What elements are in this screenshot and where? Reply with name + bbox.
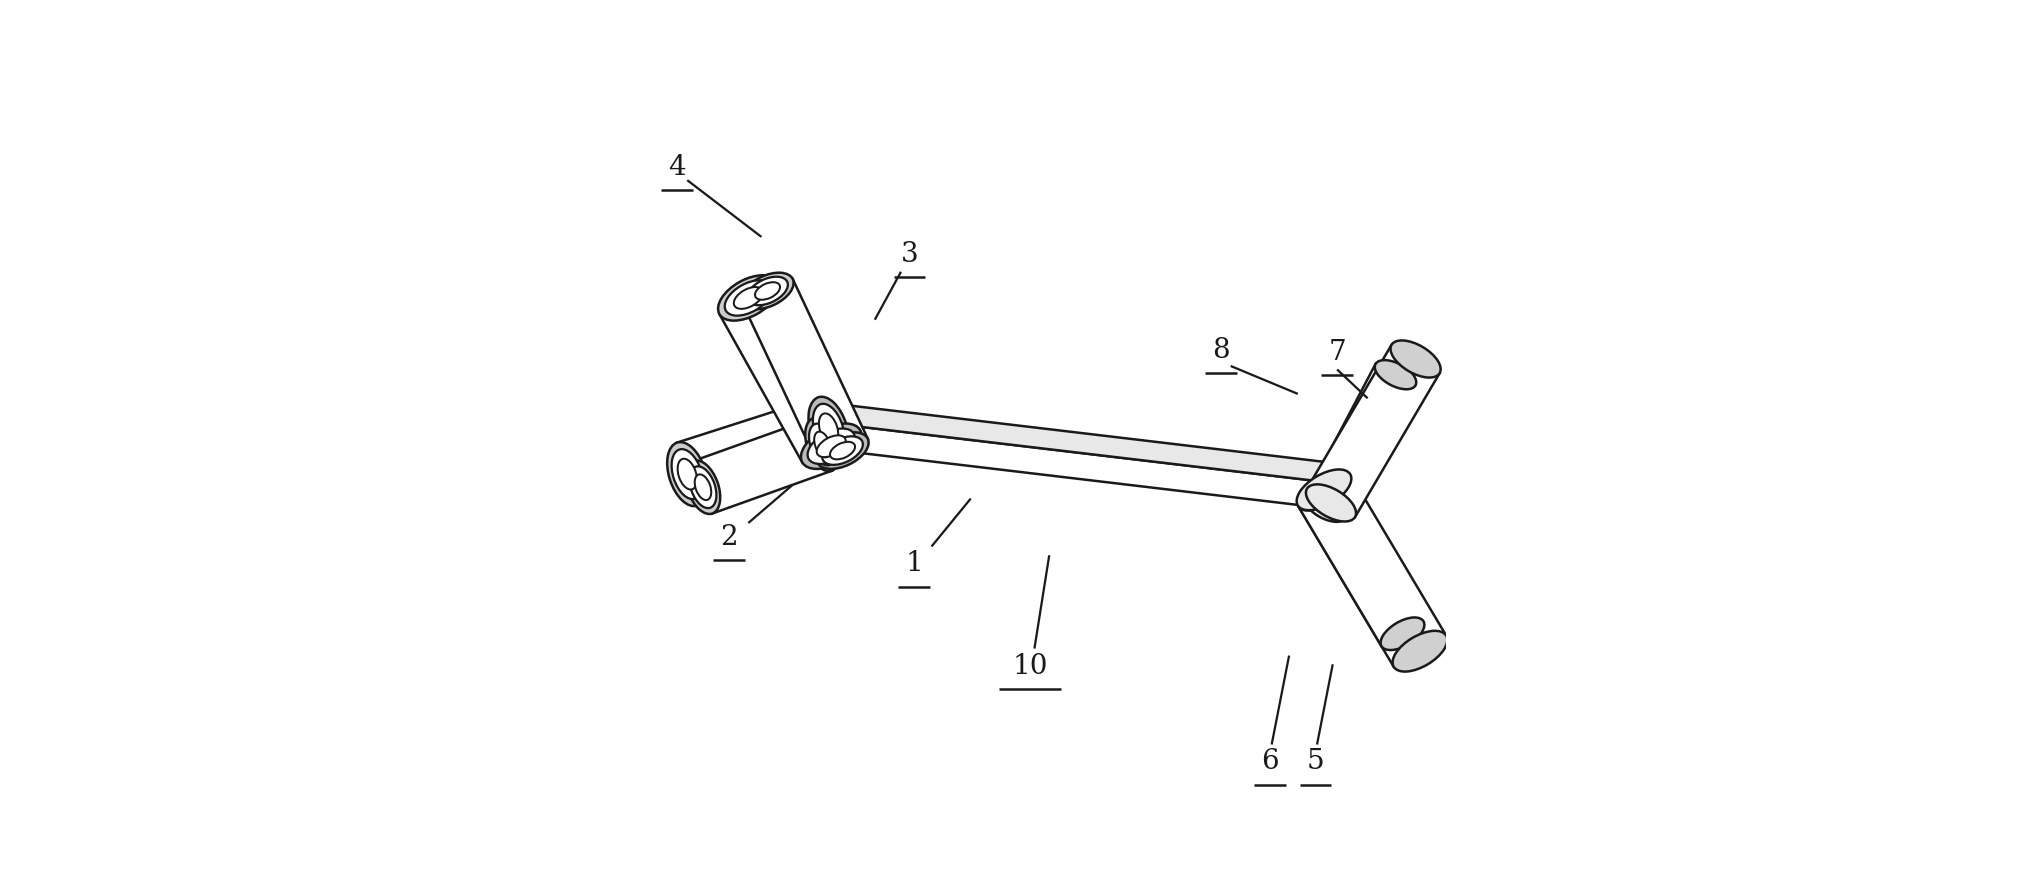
Ellipse shape — [717, 276, 778, 320]
Ellipse shape — [814, 431, 830, 458]
Text: 6: 6 — [1260, 748, 1279, 775]
Ellipse shape — [830, 442, 854, 459]
Ellipse shape — [741, 273, 794, 309]
Polygon shape — [818, 424, 846, 452]
Ellipse shape — [733, 287, 764, 309]
Ellipse shape — [725, 280, 772, 316]
Polygon shape — [719, 282, 861, 462]
Polygon shape — [677, 397, 838, 506]
Polygon shape — [1305, 481, 1347, 520]
Ellipse shape — [677, 458, 697, 489]
Polygon shape — [1305, 364, 1416, 518]
Text: 8: 8 — [1212, 337, 1230, 364]
Ellipse shape — [1390, 340, 1440, 378]
Ellipse shape — [671, 449, 703, 499]
Ellipse shape — [1297, 478, 1341, 510]
Text: 10: 10 — [1012, 653, 1048, 680]
Ellipse shape — [689, 466, 717, 508]
Text: 2: 2 — [721, 524, 737, 551]
Ellipse shape — [810, 424, 836, 466]
Ellipse shape — [1305, 493, 1347, 522]
Ellipse shape — [822, 437, 863, 465]
Ellipse shape — [1380, 618, 1424, 650]
Ellipse shape — [808, 429, 854, 464]
Ellipse shape — [747, 276, 788, 305]
Ellipse shape — [816, 432, 869, 469]
Ellipse shape — [695, 474, 711, 500]
Ellipse shape — [800, 424, 861, 469]
Ellipse shape — [1376, 360, 1416, 389]
Ellipse shape — [755, 283, 780, 300]
Ellipse shape — [1392, 631, 1446, 672]
Ellipse shape — [806, 417, 840, 472]
Polygon shape — [741, 279, 869, 463]
Text: 3: 3 — [901, 241, 919, 268]
Text: 4: 4 — [669, 154, 685, 180]
Polygon shape — [1307, 345, 1440, 517]
Ellipse shape — [1297, 470, 1351, 510]
Ellipse shape — [685, 460, 721, 514]
Text: 7: 7 — [1329, 339, 1345, 366]
Ellipse shape — [667, 442, 707, 506]
Ellipse shape — [808, 396, 848, 461]
Ellipse shape — [1305, 485, 1355, 522]
Ellipse shape — [812, 403, 844, 454]
Polygon shape — [1297, 474, 1446, 667]
Text: 1: 1 — [905, 550, 923, 578]
Ellipse shape — [816, 436, 846, 457]
Polygon shape — [818, 422, 1355, 512]
Ellipse shape — [818, 413, 838, 444]
Polygon shape — [1299, 482, 1424, 647]
Polygon shape — [818, 402, 1361, 486]
Polygon shape — [818, 402, 824, 448]
Polygon shape — [693, 418, 832, 514]
Text: 5: 5 — [1307, 748, 1323, 775]
